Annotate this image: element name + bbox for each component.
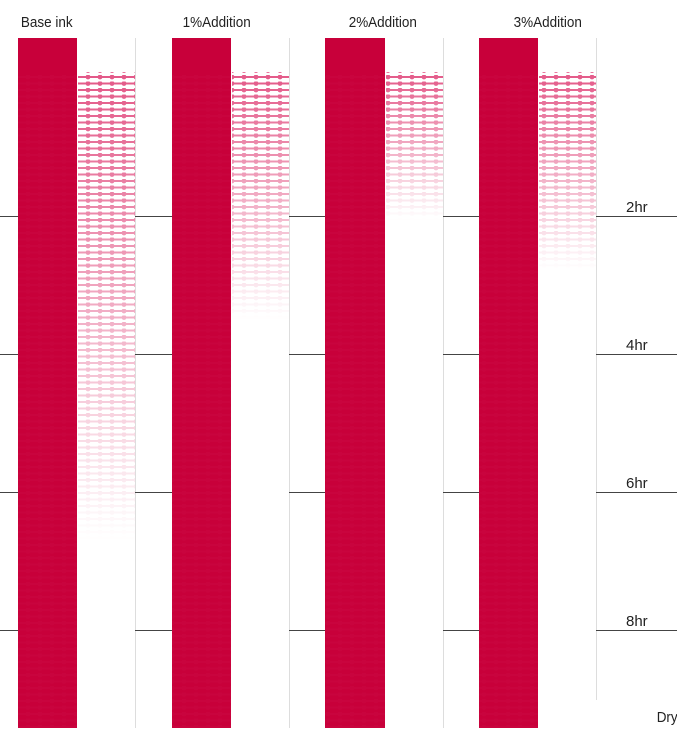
column-label: 3%Addition — [514, 14, 582, 31]
time-marks — [0, 216, 677, 631]
column-label: Base ink — [21, 14, 74, 31]
column-label: 1%Addition — [183, 14, 251, 31]
time-label: 6hr — [626, 475, 648, 492]
time-label: 2hr — [626, 199, 648, 216]
strip-texture — [18, 75, 538, 728]
ink-traces — [78, 72, 596, 732]
time-label: 8hr — [626, 613, 648, 630]
separators — [135, 38, 597, 728]
axis-title: Drying time — [657, 709, 677, 726]
column-label: 2%Addition — [349, 14, 417, 31]
time-label: 4hr — [626, 337, 648, 354]
